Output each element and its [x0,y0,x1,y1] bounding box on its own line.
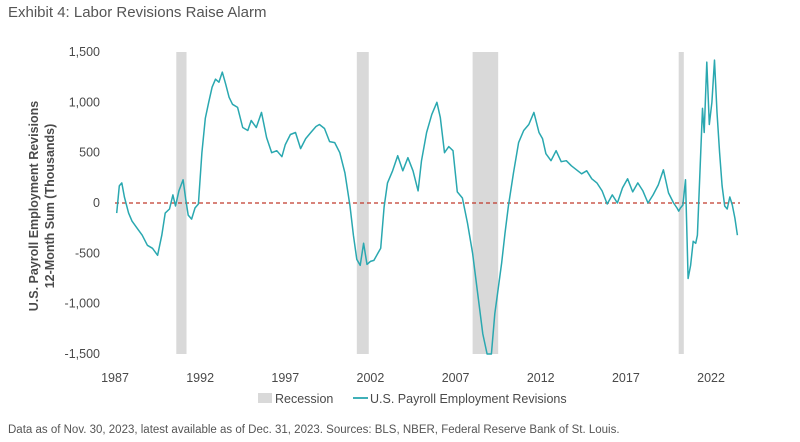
x-tick-label: 2002 [357,371,385,385]
series-line [115,59,739,355]
y-axis-ticks: -1,500 -1,000 -500 0 500 1,000 1,500 [65,45,101,361]
series-lines [115,59,739,355]
recession-band [678,52,684,354]
y-tick-label: 1,000 [69,95,100,109]
y-axis-label-line1: U.S. Payroll Employment Revisions [27,101,41,312]
y-tick-label: -500 [75,246,100,260]
x-axis-ticks: 1987 1992 1997 2002 2007 2012 2017 2022 [101,371,725,385]
x-tick-label: 2022 [697,371,725,385]
x-tick-label: 2017 [612,371,640,385]
chart-title: Exhibit 4: Labor Revisions Raise Alarm [8,4,267,21]
legend-series-label: U.S. Payroll Employment Revisions [370,392,567,406]
y-tick-label: -1,000 [65,297,100,311]
y-tick-label: 500 [79,146,100,160]
y-tick-label: 0 [93,196,100,210]
y-tick-label: -1,500 [65,347,100,361]
x-tick-label: 2007 [442,371,470,385]
legend-recession-label: Recession [275,392,333,406]
y-axis-label-line2: 12-Month Sum (Thousands) [43,124,57,289]
x-tick-label: 2012 [527,371,555,385]
legend-recession-swatch [258,393,272,403]
y-tick-label: 1,500 [69,45,100,59]
x-tick-label: 1987 [101,371,129,385]
x-tick-label: 1997 [271,371,299,385]
x-tick-label: 1992 [186,371,214,385]
source-footnote: Data as of Nov. 30, 2023, latest availab… [8,424,620,436]
legend: Recession U.S. Payroll Employment Revisi… [258,392,567,406]
